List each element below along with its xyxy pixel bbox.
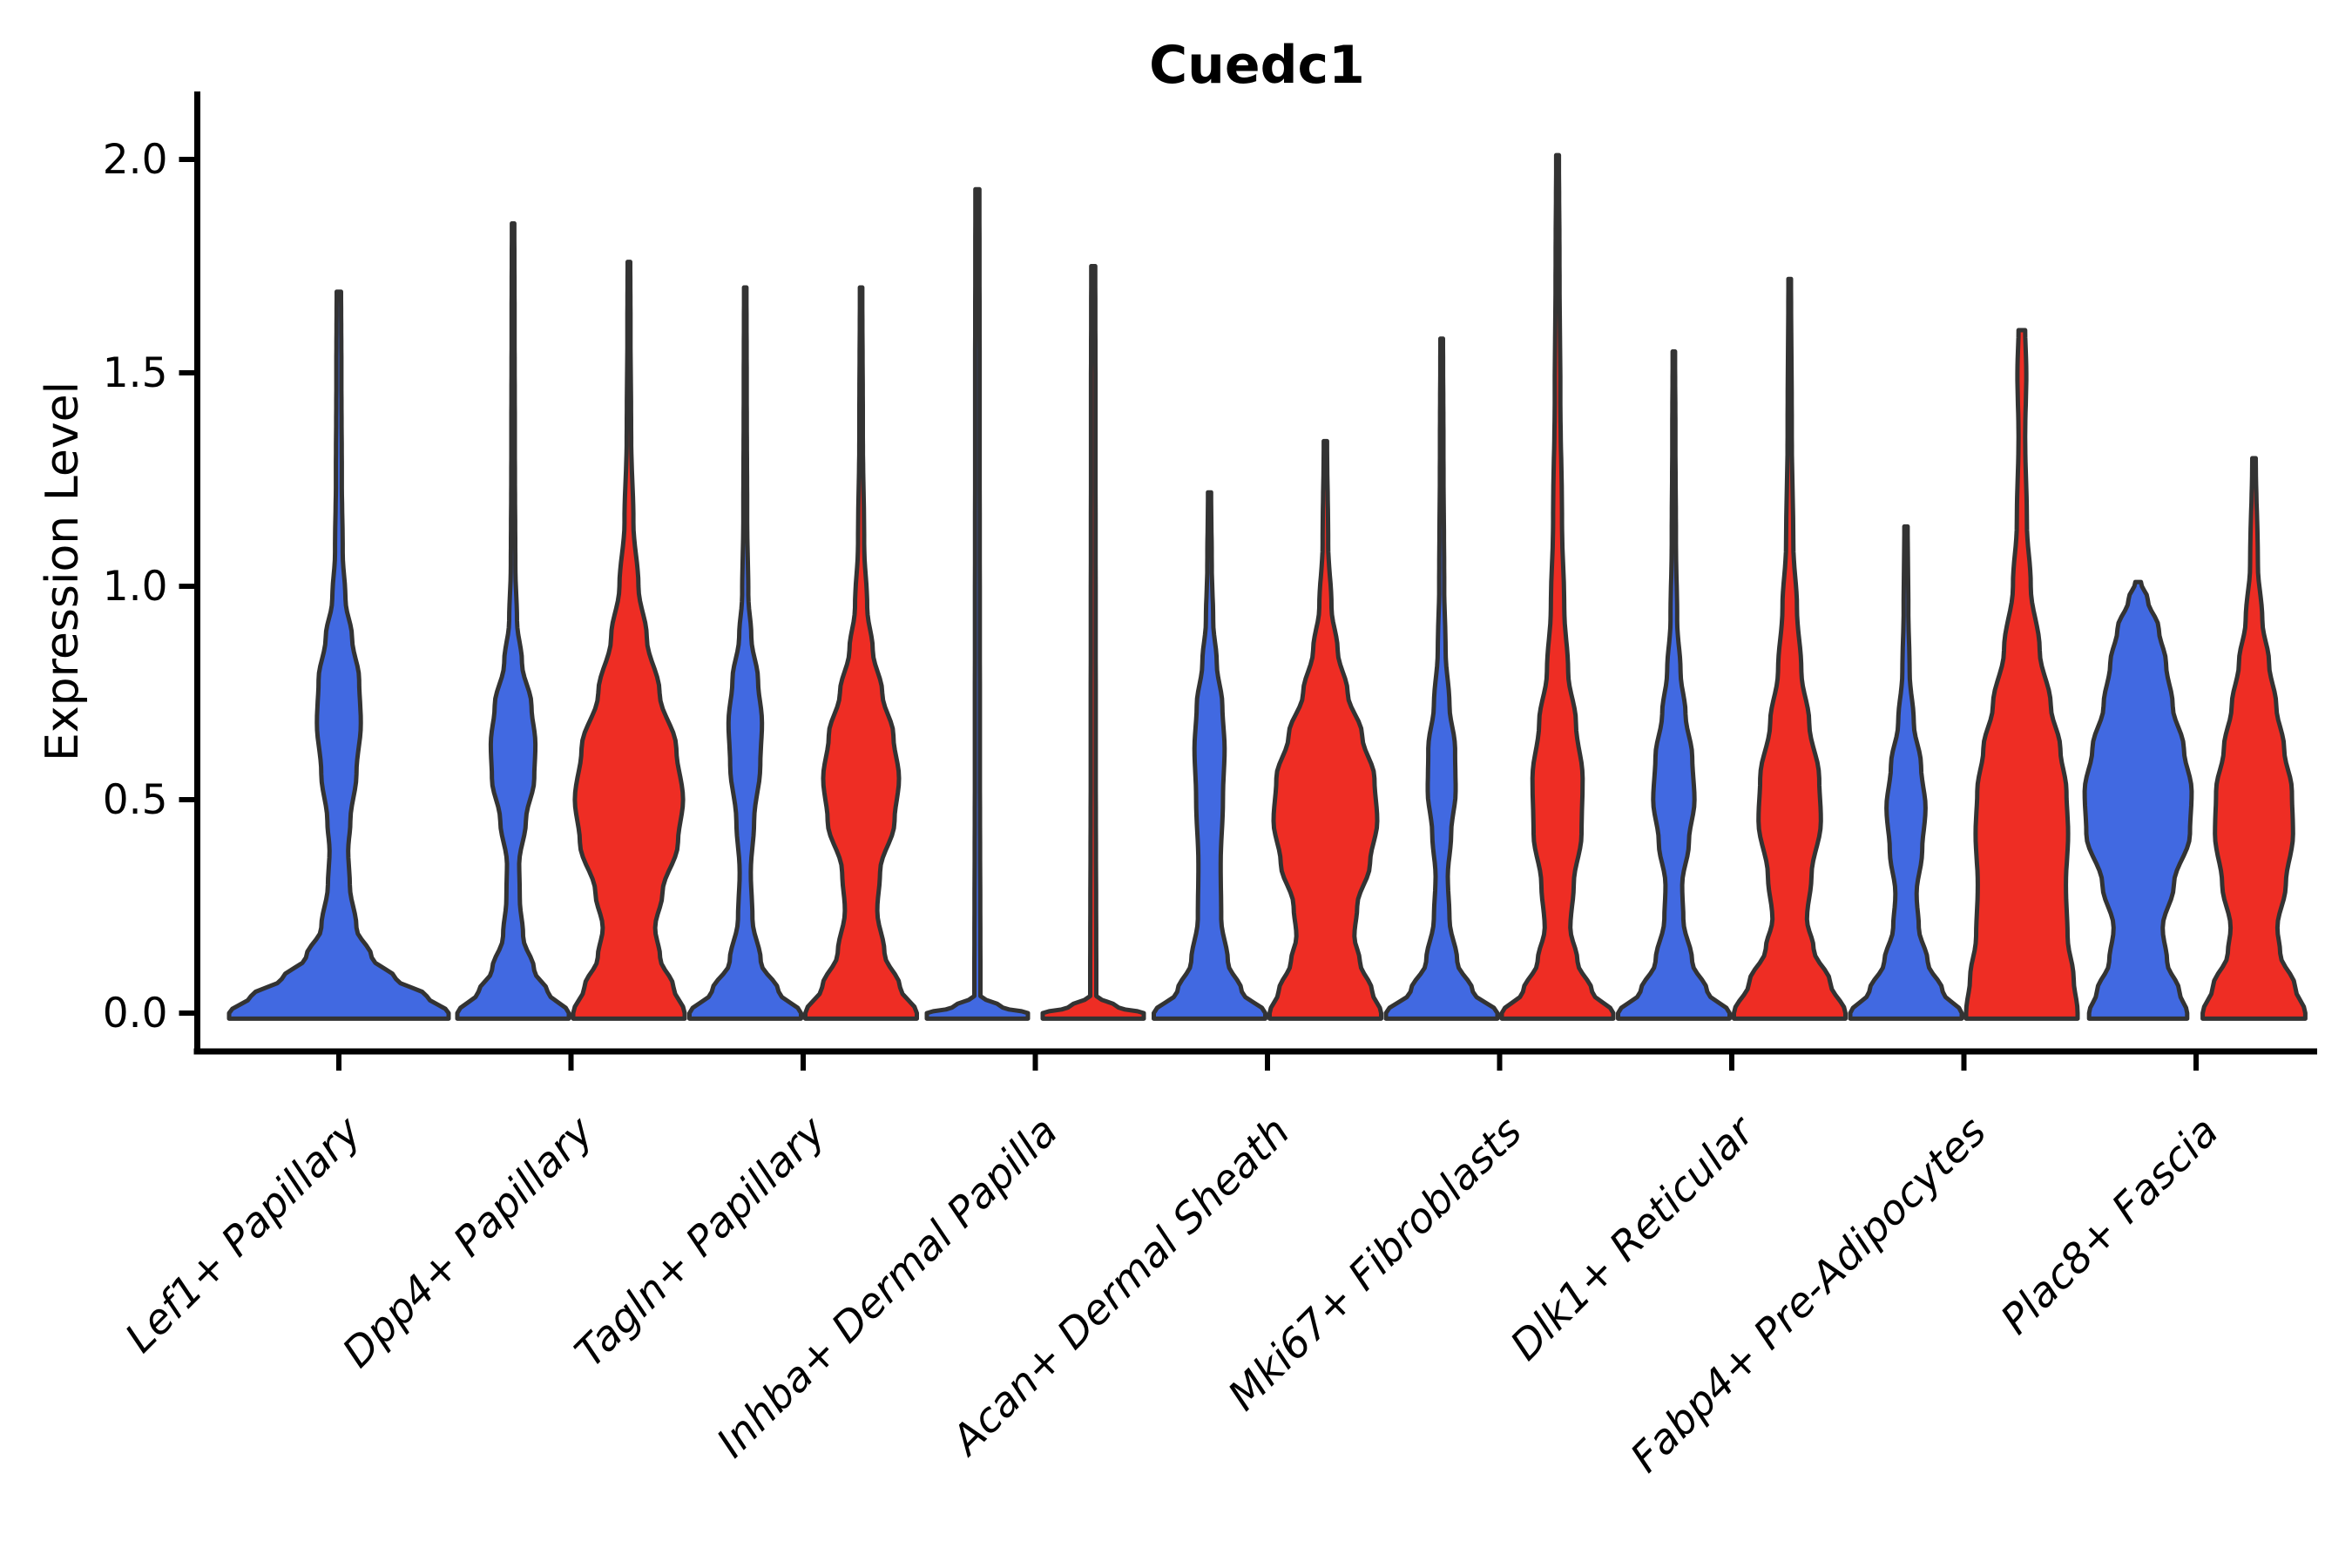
y-tick-label-0.0: 0.0 [103, 990, 168, 1037]
violin-inhba-dermal-papilla-red [1040, 264, 1146, 1021]
violin-dpp4-papillary-red [571, 260, 687, 1021]
violin-mki67-fibroblasts-red [1499, 152, 1616, 1021]
violin-dpp4-papillary-blue [455, 221, 571, 1021]
violin-fabp4-pre-adipocytes-blue [1848, 524, 1964, 1021]
x-tick-label-dlk1-reticular: Dlk1+ Reticular [1502, 1106, 1766, 1370]
x-tick-label-dpp4-papillary: Dpp4+ Papillary [334, 1107, 604, 1377]
x-tick-label-plac8-fascia: Plac8+ Fascia [1991, 1108, 2227, 1344]
violin-dlk1-reticular-red [1732, 276, 1848, 1021]
y-tick-label-1.5: 1.5 [103, 349, 168, 397]
violin-dlk1-reticular-blue [1616, 349, 1732, 1021]
y-tick-label-1.0: 1.0 [103, 563, 168, 611]
x-tick-label-lef1-papillary: Lef1+ Papillary [116, 1107, 371, 1362]
y-axis-title: Expression Level [37, 381, 89, 762]
violin-tagln-papillary-blue [687, 285, 803, 1021]
violin-inhba-dermal-papilla-blue [924, 186, 1031, 1021]
chart-title: Cuedc1 [1149, 35, 1365, 96]
x-tick-label-tagln-papillary: Tagln+ Papillary [566, 1107, 836, 1377]
violin-acan-dermal-sheath-red [1267, 438, 1383, 1021]
y-tick-label-0.5: 0.5 [103, 776, 168, 824]
violin-lef1-papillary-blue [226, 289, 451, 1021]
violin-plac8-fascia-red [2200, 456, 2308, 1021]
y-tick-label-2.0: 2.0 [103, 136, 168, 184]
violin-tagln-papillary-red [803, 285, 919, 1021]
violin-acan-dermal-sheath-blue [1152, 490, 1267, 1021]
violin-mki67-fibroblasts-blue [1383, 336, 1500, 1021]
violin-fabp4-pre-adipocytes-red [1963, 328, 2080, 1021]
violin-plac8-fascia-blue [2082, 579, 2194, 1021]
